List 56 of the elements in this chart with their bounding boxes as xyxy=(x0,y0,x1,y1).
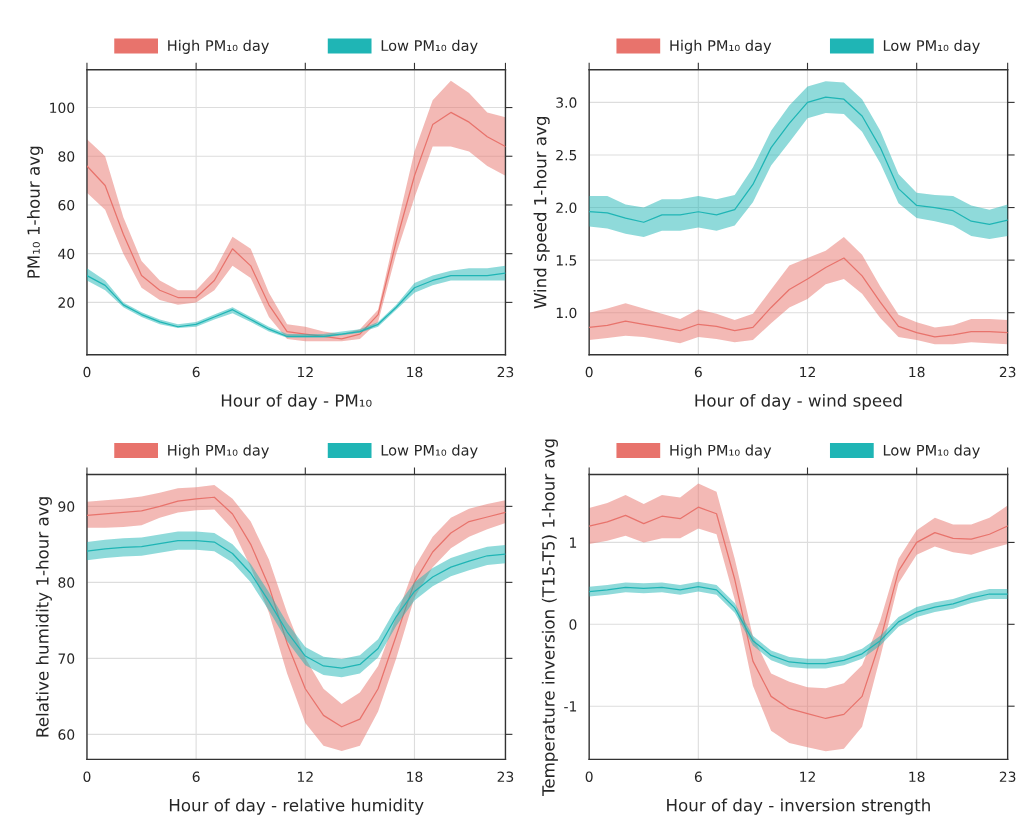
line-series xyxy=(589,257,1008,338)
x-axis-title: Hour of day - inversion strength xyxy=(667,798,930,815)
y-tick-label: 80 xyxy=(58,151,75,162)
y-tick-label: 80 xyxy=(58,577,75,588)
x-axis-title: Hour of day - PM₁₀ xyxy=(221,393,372,411)
legend-label: Low PM₁₀ day xyxy=(381,444,478,459)
legend-label: High PM₁₀ day xyxy=(168,39,269,54)
x-tick-label: 23 xyxy=(497,771,514,782)
legend-label: High PM₁₀ day xyxy=(168,444,269,459)
x-tick-label: 0 xyxy=(83,771,91,782)
x-tick-label: 6 xyxy=(192,366,200,378)
x-tick-label: 6 xyxy=(694,366,702,378)
y-tick-label: 1 xyxy=(570,537,577,548)
y-tick-label: 2.5 xyxy=(556,149,577,161)
y-axis-title: PM₁₀ 1-hour avg xyxy=(26,146,44,278)
x-tick-label: 6 xyxy=(192,771,200,782)
y-tick-label: 90 xyxy=(58,501,75,512)
x-tick-label: 23 xyxy=(999,366,1016,378)
x-tick-label: 18 xyxy=(909,366,925,378)
legend-label: Low PM₁₀ day xyxy=(381,39,478,54)
x-tick-label: 0 xyxy=(585,366,593,378)
y-tick-label: 100 xyxy=(50,102,75,114)
x-tick-label: 12 xyxy=(800,366,815,378)
y-axis-title: Wind speed 1-hour avg xyxy=(533,117,550,309)
x-tick-label: 6 xyxy=(694,771,702,782)
y-tick-label: 1.5 xyxy=(556,255,577,266)
y-tick-label: 60 xyxy=(58,729,75,740)
y-tick-label: 1.0 xyxy=(556,307,577,319)
x-tick-label: 18 xyxy=(407,366,423,378)
legend-label: Low PM₁₀ day xyxy=(883,444,980,459)
y-tick-label: 3.0 xyxy=(556,97,577,108)
y-tick-label: 60 xyxy=(58,199,75,211)
x-tick-label: 18 xyxy=(909,771,925,782)
y-tick-label: 0 xyxy=(569,619,577,630)
y-tick-label: 2.0 xyxy=(556,202,577,214)
y-axis-title: Temperature inversion (T15-T5) 1-hour avg xyxy=(541,439,558,797)
line-series xyxy=(589,96,1008,225)
y-tick-label: -1 xyxy=(564,701,577,712)
x-tick-label: 18 xyxy=(407,771,423,782)
line-series xyxy=(589,506,1008,720)
x-axis-title: Hour of day - wind speed xyxy=(695,393,902,411)
x-tick-label: 12 xyxy=(297,366,313,378)
legend-label: High PM₁₀ day xyxy=(670,444,772,459)
legend-label: High PM₁₀ day xyxy=(670,39,772,54)
y-tick-label: 40 xyxy=(58,248,75,260)
x-tick-label: 23 xyxy=(497,366,514,378)
x-tick-label: 23 xyxy=(999,771,1016,782)
x-tick-label: 12 xyxy=(297,771,313,782)
y-tick-label: 20 xyxy=(58,297,75,308)
y-tick-label: 70 xyxy=(58,653,75,664)
legend-label: Low PM₁₀ day xyxy=(883,39,980,54)
x-tick-label: 12 xyxy=(800,771,815,782)
x-tick-label: 0 xyxy=(83,366,91,378)
x-axis-title: Hour of day - relative humidity xyxy=(169,798,424,815)
y-axis-title: Relative humidity 1-hour avg xyxy=(35,497,52,737)
x-tick-label: 0 xyxy=(585,771,593,782)
